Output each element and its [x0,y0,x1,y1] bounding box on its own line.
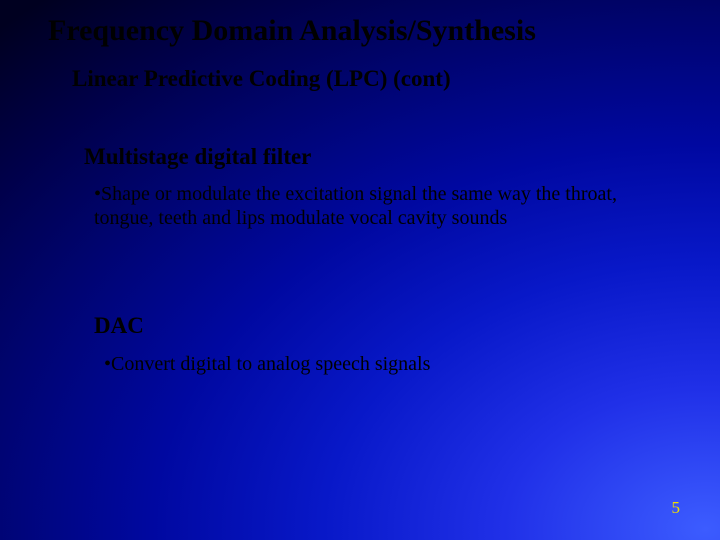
page-number: 5 [672,498,681,518]
slide-title: Frequency Domain Analysis/Synthesis [48,14,536,48]
section-heading-1: Multistage digital filter [84,144,311,170]
section-body-2: •Convert digital to analog speech signal… [104,352,664,376]
section-heading-2: DAC [94,313,144,339]
slide: Frequency Domain Analysis/Synthesis Line… [0,0,720,540]
section-body-1: •Shape or modulate the excitation signal… [94,182,654,231]
slide-subtitle: Linear Predictive Coding (LPC) (cont) [72,66,451,92]
